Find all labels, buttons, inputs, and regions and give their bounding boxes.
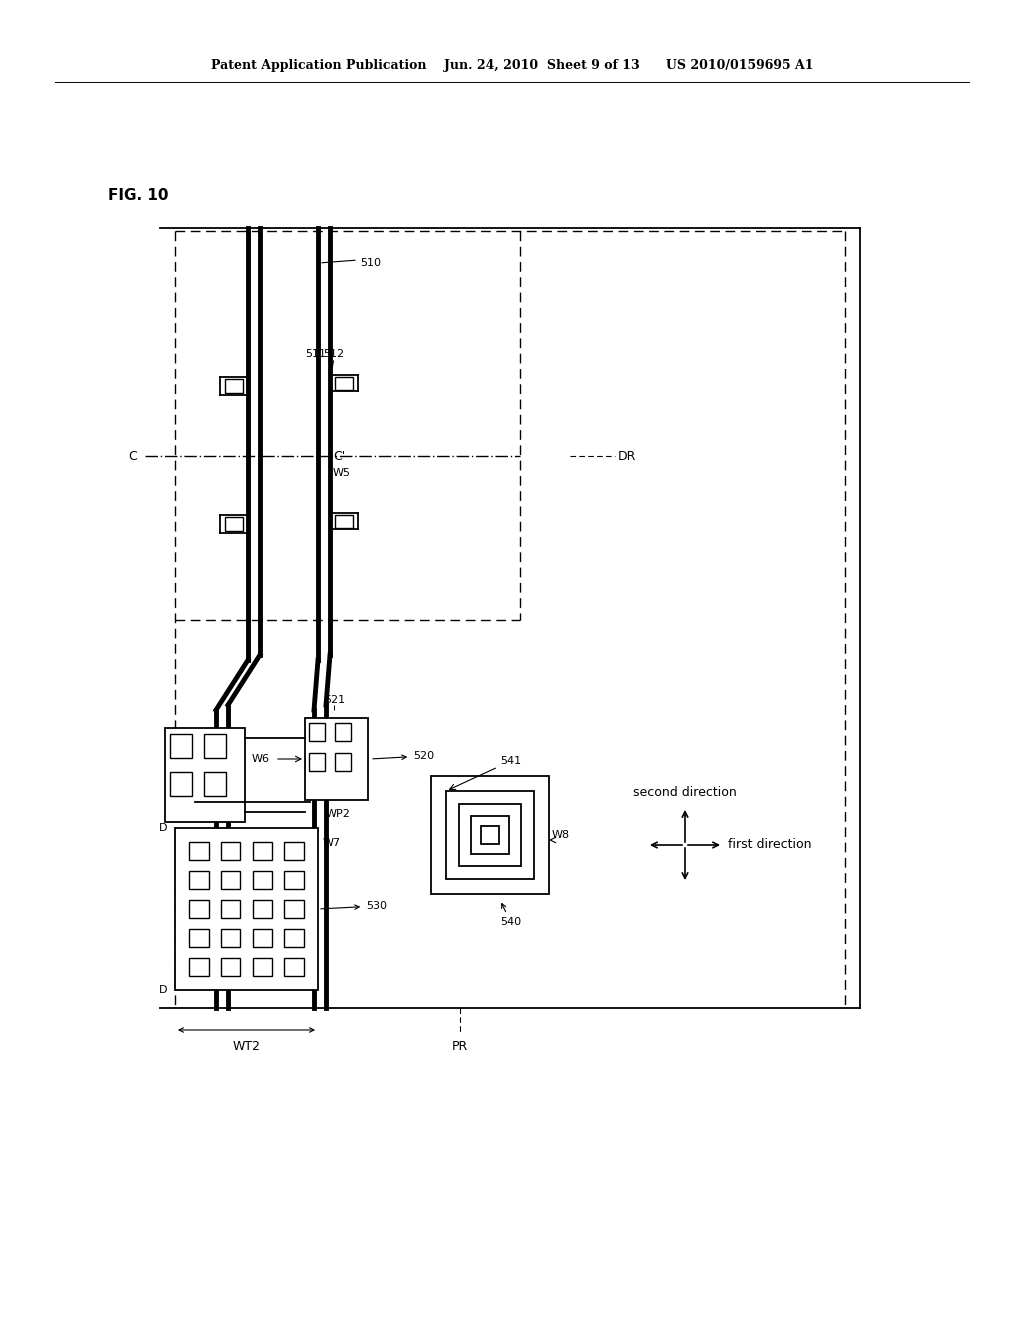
Bar — [253, 842, 272, 859]
Text: PR: PR — [452, 1040, 468, 1052]
Bar — [225, 517, 243, 531]
Text: 540: 540 — [500, 904, 521, 927]
Bar — [471, 816, 509, 854]
Text: D: D — [159, 985, 167, 995]
Text: second direction: second direction — [633, 787, 737, 800]
Text: 521: 521 — [324, 696, 345, 705]
Bar — [175, 828, 318, 990]
Bar — [285, 929, 304, 948]
Bar — [253, 900, 272, 917]
Text: C': C' — [333, 450, 345, 462]
Bar — [446, 791, 534, 879]
Bar — [189, 871, 209, 888]
Text: first direction: first direction — [728, 838, 811, 851]
Bar — [309, 752, 325, 771]
Bar — [189, 958, 209, 977]
Text: 512: 512 — [324, 348, 344, 359]
Bar — [189, 929, 209, 948]
Bar — [335, 723, 351, 741]
Text: D: D — [159, 822, 167, 833]
Text: DR: DR — [618, 450, 636, 462]
Bar — [335, 376, 353, 389]
Bar — [221, 842, 241, 859]
Text: FIG. 10: FIG. 10 — [108, 189, 169, 203]
Text: WT2: WT2 — [232, 1040, 260, 1052]
Bar — [253, 929, 272, 948]
Bar — [170, 734, 193, 758]
Bar — [221, 871, 241, 888]
Bar — [221, 929, 241, 948]
Text: W8: W8 — [552, 830, 570, 840]
Text: 530: 530 — [321, 902, 387, 911]
Bar — [335, 752, 351, 771]
Text: W5: W5 — [333, 469, 351, 478]
Bar — [285, 958, 304, 977]
Bar — [285, 900, 304, 917]
Bar — [459, 804, 521, 866]
Text: C: C — [128, 450, 137, 462]
Bar — [431, 776, 549, 894]
Bar — [305, 718, 368, 800]
Bar — [221, 958, 241, 977]
Text: 520: 520 — [373, 751, 434, 762]
Bar — [253, 871, 272, 888]
Text: Patent Application Publication    Jun. 24, 2010  Sheet 9 of 13      US 2010/0159: Patent Application Publication Jun. 24, … — [211, 58, 813, 71]
Bar — [170, 772, 193, 796]
Text: 510: 510 — [360, 257, 381, 268]
Text: WP2: WP2 — [326, 809, 351, 818]
Bar — [204, 734, 226, 758]
Bar — [225, 379, 243, 393]
Bar — [253, 958, 272, 977]
Bar — [309, 723, 325, 741]
Text: 511: 511 — [305, 348, 327, 359]
Bar — [285, 842, 304, 859]
Bar — [189, 842, 209, 859]
Bar — [165, 729, 245, 822]
Text: 541: 541 — [500, 756, 521, 766]
Bar — [285, 871, 304, 888]
Text: W7: W7 — [323, 838, 341, 847]
Bar — [481, 826, 499, 843]
Text: W6: W6 — [252, 754, 270, 764]
Bar — [221, 900, 241, 917]
Bar — [189, 900, 209, 917]
Bar — [204, 772, 226, 796]
Bar — [335, 515, 353, 528]
